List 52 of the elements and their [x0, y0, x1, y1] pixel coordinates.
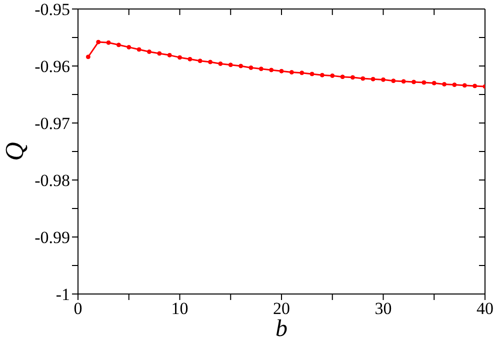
point: [228, 62, 233, 68]
point: [96, 40, 101, 44]
point: [370, 76, 376, 82]
y-tick-label: -0.98: [34, 171, 70, 190]
point: [136, 47, 142, 52]
point: [126, 44, 132, 50]
point: [401, 79, 406, 84]
point: [381, 77, 386, 82]
point: [86, 54, 90, 60]
x-tick-label: 20: [273, 299, 290, 318]
point: [442, 82, 447, 86]
x-tick-label: 0: [74, 299, 82, 318]
point: [330, 73, 335, 78]
point: [258, 66, 264, 72]
point: [350, 75, 355, 80]
point: [472, 84, 478, 88]
point: [218, 61, 223, 66]
point: [422, 80, 426, 85]
point: [360, 76, 366, 81]
y-tick-label: -0.95: [34, 0, 70, 20]
point: [208, 60, 213, 64]
y-axis-title: Q: [0, 142, 30, 161]
point: [320, 72, 324, 78]
y-tick-label: -0.96: [34, 57, 70, 76]
point: [157, 51, 162, 56]
point: [340, 74, 345, 80]
point: [146, 50, 152, 54]
point: [279, 68, 284, 74]
point: [238, 64, 244, 68]
point: [167, 52, 172, 58]
y-tick-label: -0.97: [34, 114, 70, 134]
x-tick-label: 30: [374, 299, 392, 318]
point: [248, 65, 254, 70]
point: [432, 80, 436, 86]
point: [106, 40, 111, 45]
point: [198, 58, 202, 64]
point: [269, 68, 274, 72]
point: [310, 72, 314, 76]
point: [188, 56, 192, 62]
point: [412, 80, 416, 84]
point: [300, 70, 304, 76]
x-tick-label: 40: [476, 299, 494, 318]
point: [289, 70, 294, 75]
point: [116, 42, 121, 48]
y-tick-label: -1: [56, 285, 70, 304]
point: [391, 78, 396, 84]
point: [452, 82, 457, 88]
point: [178, 55, 182, 60]
point: [462, 83, 467, 88]
x-axis-title: b: [276, 316, 288, 338]
y-tick-label: -0.99: [34, 228, 70, 248]
x-tick-label: 10: [171, 299, 188, 318]
